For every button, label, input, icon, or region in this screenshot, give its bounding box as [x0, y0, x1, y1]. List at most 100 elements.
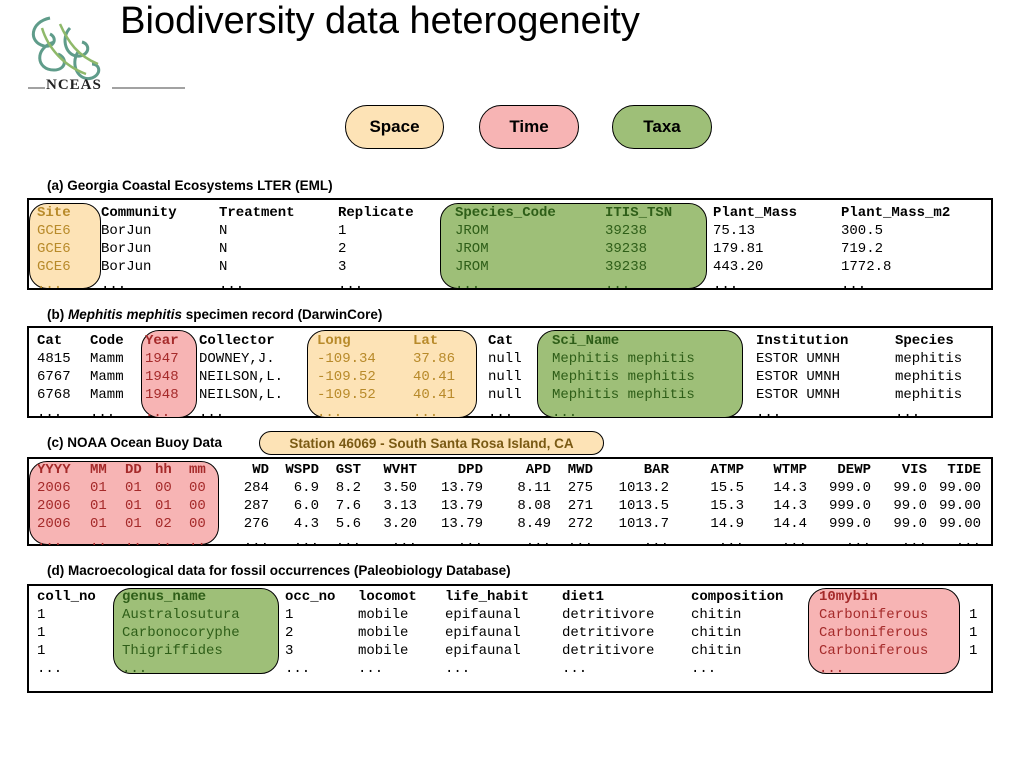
- table-cell: ...: [713, 277, 739, 293]
- table-cell: GCE6: [37, 223, 71, 239]
- table-cell: 1: [338, 223, 347, 239]
- table-cell: mobile: [358, 607, 409, 623]
- column-header: MM: [90, 462, 107, 478]
- table-cell: 3.13: [383, 498, 417, 514]
- table-cell: 7.6: [335, 498, 361, 514]
- column-header: GST: [335, 462, 361, 478]
- table-cell: 1: [969, 643, 978, 659]
- table-a-caption: (a) Georgia Coastal Ecosystems LTER (EML…: [47, 178, 333, 193]
- table-cell: 287: [243, 498, 269, 514]
- column-header: Species_Code: [455, 205, 556, 221]
- table-cell: mobile: [358, 625, 409, 641]
- table-cell: 00: [189, 480, 206, 496]
- column-header: Cat: [488, 333, 514, 349]
- table-cell: 99.0: [893, 498, 927, 514]
- table-cell: Thigriffides: [122, 643, 223, 659]
- table-cell: ...: [338, 277, 364, 293]
- table-cell: 01: [125, 480, 142, 496]
- table-cell: NEILSON,L.: [199, 387, 284, 403]
- table-cell: ...: [457, 534, 483, 550]
- logo-text: NCEAS: [46, 77, 102, 93]
- table-cell: mobile: [358, 643, 409, 659]
- table-cell: 272: [567, 516, 593, 532]
- table-cell: 01: [155, 498, 172, 514]
- table-cell: 2006: [37, 498, 71, 514]
- table-cell: ...: [37, 661, 63, 677]
- column-header: diet1: [562, 589, 605, 605]
- column-header: BAR: [643, 462, 669, 478]
- column-header: Community: [101, 205, 177, 221]
- table-cell: 99.00: [938, 516, 981, 532]
- table-cell: 443.20: [713, 259, 764, 275]
- column-header: TIDE: [947, 462, 981, 478]
- table-cell: 1: [37, 643, 46, 659]
- table-cell: ...: [199, 405, 225, 421]
- table-cell: 01: [90, 498, 107, 514]
- nceas-fern-logo-icon: [28, 16, 185, 89]
- column-header: Plant_Mass: [713, 205, 798, 221]
- table-cell: ...: [37, 534, 63, 550]
- table-cell: Carboniferous: [819, 625, 929, 641]
- table-cell: 179.81: [713, 241, 764, 257]
- table-cell: 1013.5: [618, 498, 669, 514]
- table-cell: 276: [243, 516, 269, 532]
- table-cell: 1: [285, 607, 294, 623]
- table-cell: 3.20: [383, 516, 417, 532]
- table-cell: ...: [525, 534, 551, 550]
- table-cell: ...: [819, 661, 845, 677]
- table-cell: epifaunal: [445, 625, 521, 641]
- table-cell: GCE6: [37, 259, 71, 275]
- column-header: YYYY: [37, 462, 71, 478]
- table-cell: detritivore: [562, 643, 655, 659]
- table-cell: mephitis: [895, 369, 963, 385]
- column-header: composition: [691, 589, 784, 605]
- table-cell: 2006: [37, 480, 71, 496]
- table-cell: ...: [243, 534, 269, 550]
- column-header: Treatment: [219, 205, 295, 221]
- table-cell: 14.9: [710, 516, 744, 532]
- table-cell: 999.0: [828, 498, 871, 514]
- table-cell: ...: [488, 405, 514, 421]
- table-cell: ...: [445, 661, 471, 677]
- table-cell: 39238: [605, 223, 648, 239]
- table-c: YYYY MM DD hh mm WD WSPD GST WVHT DPD APD MWD BAR ATM…: [27, 457, 993, 550]
- table-cell: ...: [718, 534, 744, 550]
- table-cell: Mephitis mephitis: [552, 387, 695, 403]
- column-header: ITIS_TSN: [605, 205, 673, 221]
- table-cell: epifaunal: [445, 607, 521, 623]
- table-cell: ..: [189, 534, 206, 550]
- table-cell: 1: [969, 607, 978, 623]
- table-cell: 39238: [605, 241, 648, 257]
- table-cell: N: [219, 223, 228, 239]
- table-cell: 999.0: [828, 516, 871, 532]
- table-cell: 999.0: [828, 480, 871, 496]
- table-cell: BorJun: [101, 241, 152, 257]
- table-cell: ...: [756, 405, 782, 421]
- table-cell: N: [219, 241, 228, 257]
- column-header: Cat: [37, 333, 63, 349]
- table-cell: 3: [338, 259, 347, 275]
- table-c-caption: (c) NOAA Ocean Buoy Data: [47, 435, 223, 450]
- table-cell: 99.0: [893, 480, 927, 496]
- column-header: Replicate: [338, 205, 414, 221]
- column-header: Plant_Mass_m2: [841, 205, 951, 221]
- table-cell: 8.2: [335, 480, 361, 496]
- space-highlight: [307, 330, 477, 418]
- table-cell: 5.6: [335, 516, 361, 532]
- column-header: Institution: [756, 333, 849, 349]
- column-header: WTMP: [773, 462, 807, 478]
- table-cell: 00: [189, 498, 206, 514]
- table-cell: JROM: [455, 259, 489, 275]
- table-cell: BorJun: [101, 259, 152, 275]
- table-cell: 6767: [37, 369, 71, 385]
- table-cell: N: [219, 259, 228, 275]
- table-cell: ...: [691, 661, 717, 677]
- table-b-caption: (b) Mephitis mephitis specimen record (D…: [47, 307, 383, 322]
- table-cell: 01: [90, 480, 107, 496]
- table-cell: ...: [37, 405, 63, 421]
- column-header: coll_no: [37, 589, 96, 605]
- column-header: DD: [125, 462, 142, 478]
- table-cell: 284: [243, 480, 269, 496]
- table-cell: 15.5: [710, 480, 744, 496]
- table-cell: 14.3: [773, 480, 807, 496]
